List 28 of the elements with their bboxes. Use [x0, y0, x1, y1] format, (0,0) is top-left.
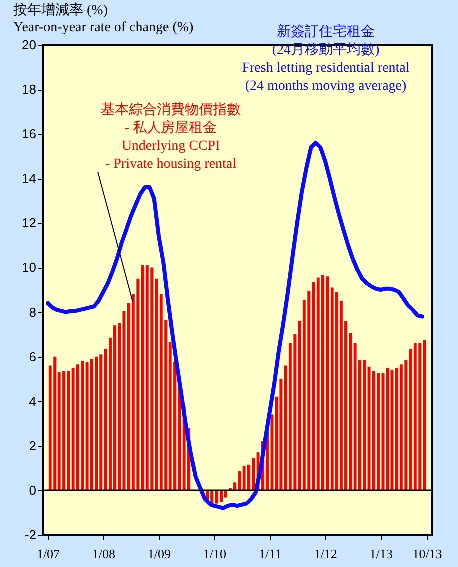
x-tick-label: 1/13: [370, 546, 393, 562]
y-tick-label: 10: [22, 260, 36, 276]
y-tick-label: 20: [22, 38, 36, 52]
x-tick-label: 1/07: [36, 546, 61, 562]
bar: [386, 368, 390, 490]
text: 新簽訂住宅租金 (24月移動平均數) Fresh letting residential rental (24 months moving average): [242, 24, 410, 94]
y-tick-label: 12: [22, 216, 36, 231]
x-tick-label: 10/13: [412, 546, 442, 562]
y-tick-label: 14: [22, 171, 36, 186]
y-tick-label: 0: [29, 482, 36, 498]
x-tick-label: 1/10: [203, 546, 226, 562]
x-tick-label: 1/09: [148, 546, 172, 562]
x-tick-label: 1/11: [259, 546, 282, 562]
y-axis-title: 按年增減率 (%) Year-on-year rate of change (%): [14, 2, 194, 36]
line-series: [46, 141, 424, 510]
bar: [330, 288, 334, 490]
y-tick-label: 2: [29, 438, 36, 454]
y-tick-label: 18: [22, 82, 36, 98]
text: 基本綜合消費物價指數 - 私人房屋租金 Underlying CCPI - Private housing rental: [101, 102, 241, 172]
y-tick-label: 4: [29, 394, 36, 409]
x-tick-label: 1/12: [314, 546, 338, 562]
y-tick-label: 6: [29, 349, 36, 364]
y-tick-label: 16: [22, 126, 36, 142]
bar: [390, 370, 394, 490]
bar: [280, 379, 283, 490]
x-tick-label: 1/08: [92, 546, 116, 562]
y-tick-label: -2: [24, 528, 36, 542]
y-tick-label: 8: [29, 304, 36, 320]
